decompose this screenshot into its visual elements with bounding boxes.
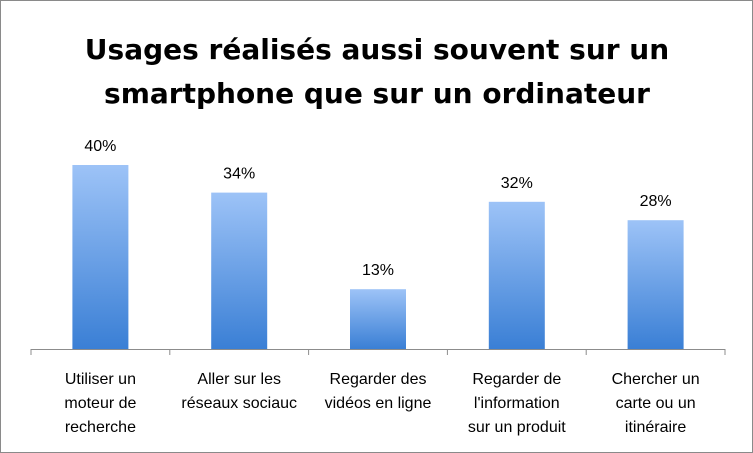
x-axis [30, 349, 726, 355]
category-labels: Utiliser un moteur de recherche Aller sur l… [64, 371, 699, 436]
data-label-4: 32% [501, 175, 533, 192]
chart-title-line-2: smartphone que sur un ordinateur [104, 77, 650, 110]
bar-series [72, 165, 684, 349]
data-label-5: 28% [640, 193, 672, 210]
data-label-1: 40% [84, 138, 116, 155]
category-label-5: Chercher un carte ou un itinéraire [612, 371, 700, 436]
bar-1 [72, 165, 129, 349]
bar-5 [627, 220, 684, 349]
bar-3 [350, 289, 406, 349]
data-label-2: 34% [223, 166, 255, 183]
bar-4 [488, 201, 545, 349]
category-label-4: Regarder de l'information sur un produit [468, 371, 566, 436]
category-label-1: Utiliser un moteur de recherche [64, 371, 136, 436]
category-label-2: Aller sur les réseaux sociauc [181, 371, 297, 412]
data-labels: 40% 34% 13% 32% 28% [84, 138, 671, 279]
category-label-3: Regarder des vidéos en ligne [325, 371, 432, 412]
chart-title-line-1: Usages réalisés aussi souvent sur un [85, 33, 669, 66]
bar-2 [211, 192, 268, 349]
chart-title: Usages réalisés aussi souvent sur un sma… [85, 33, 669, 110]
data-label-3: 13% [362, 262, 394, 279]
